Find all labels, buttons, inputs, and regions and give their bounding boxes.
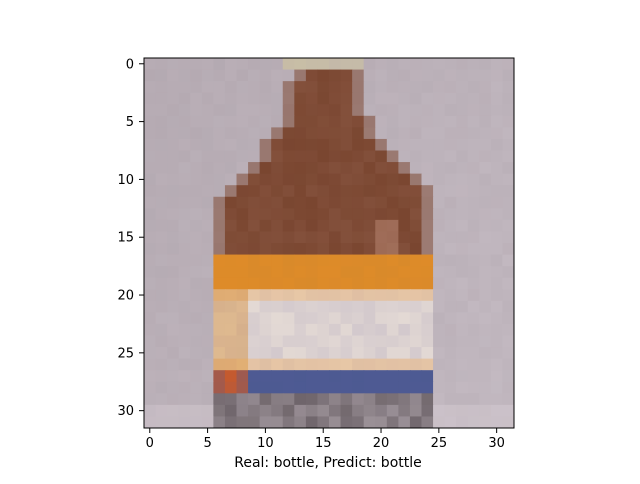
pixel-image (144, 58, 514, 428)
y-tick-label: 5 (126, 115, 134, 130)
x-tick-label: 0 (146, 436, 154, 451)
y-tick-label: 25 (117, 346, 134, 361)
y-axis: 0 5 10 15 20 25 30 (117, 57, 144, 419)
caption: Real: bottle, Predict: bottle (234, 455, 422, 471)
x-tick-label: 15 (315, 436, 332, 451)
x-tick-label: 5 (203, 436, 211, 451)
y-tick-label: 0 (126, 57, 134, 72)
x-tick-label: 20 (373, 436, 390, 451)
x-axis: 0 5 10 15 20 25 30 (146, 428, 505, 451)
x-tick-label: 10 (257, 436, 274, 451)
y-tick-label: 15 (117, 231, 134, 246)
y-tick-label: 30 (117, 404, 134, 419)
y-tick-label: 10 (117, 173, 134, 188)
x-tick-label: 25 (431, 436, 448, 451)
axes-frame (143, 57, 515, 429)
y-tick-label: 20 (117, 289, 134, 304)
x-tick-label: 30 (488, 436, 505, 451)
